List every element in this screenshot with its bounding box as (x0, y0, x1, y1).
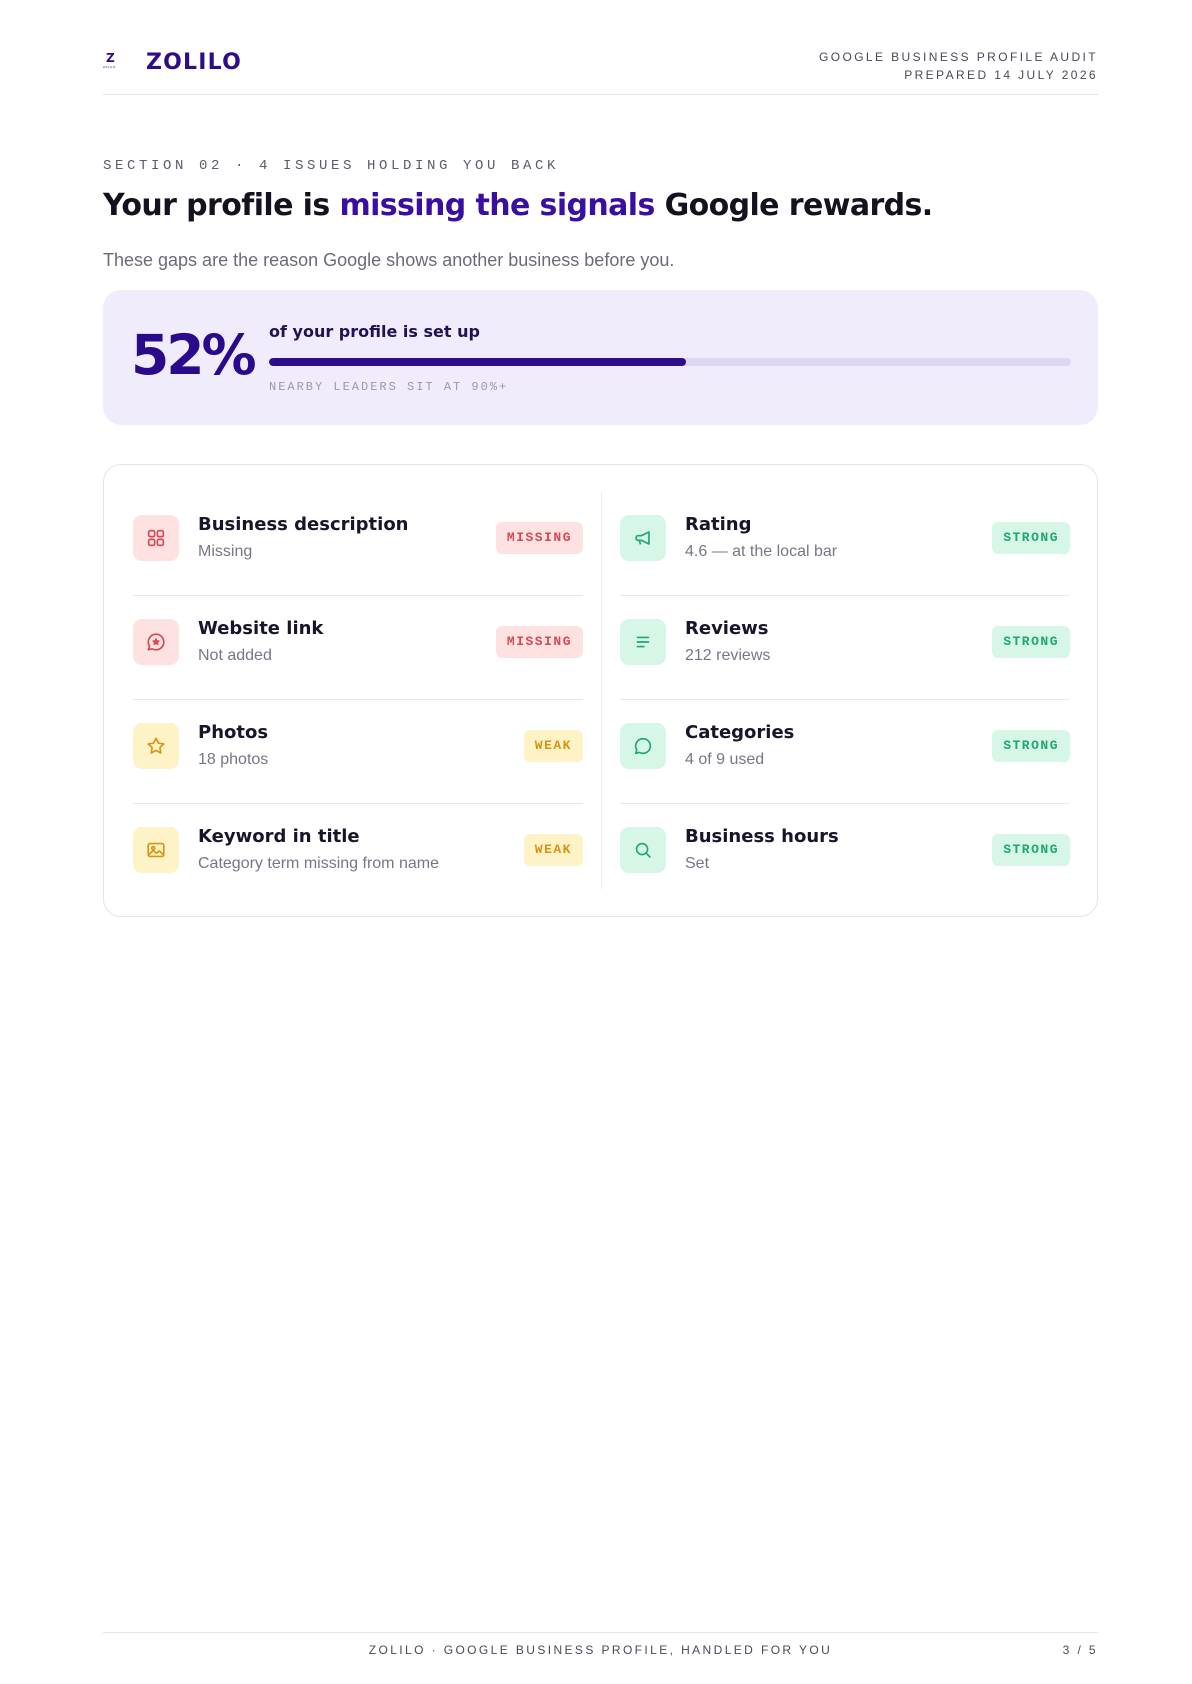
check-title: Website link (198, 618, 324, 639)
check-title: Photos (198, 722, 269, 743)
title-lead: Your profile is (103, 188, 340, 223)
star-icon (133, 723, 179, 769)
title-tail: Google rewards. (654, 188, 934, 223)
brand-logo: Z ZOLILO ZOLILO (103, 48, 242, 78)
page-header: Z ZOLILO ZOLILO GOOGLE BUSINESS PROFILE … (103, 48, 1098, 95)
checks-column-left: Business description Missing MISSING Web… (133, 492, 583, 908)
check-title: Reviews (685, 618, 769, 639)
status-badge: WEAK (523, 834, 583, 866)
megaphone-icon (620, 515, 666, 561)
logo-mark: Z ZOLILO (103, 51, 116, 69)
check-detail: 212 reviews (685, 647, 771, 664)
check-title: Business description (198, 514, 409, 535)
status-badge: STRONG (992, 626, 1070, 658)
checks-column-right: Rating 4.6 — at the local bar STRONG Rev… (620, 492, 1070, 908)
check-detail: Not added (198, 647, 272, 664)
check-title: Keyword in title (198, 826, 360, 847)
status-badge: WEAK (523, 730, 583, 762)
check-title: Categories (685, 722, 795, 743)
check-business-hours: Business hours Set STRONG (620, 804, 1070, 908)
page-title: Your profile is missing the signals Goog… (103, 188, 933, 223)
check-keyword-in-title: Keyword in title Category term missing f… (133, 804, 583, 908)
check-title: Rating (685, 514, 752, 535)
brand-name: ZOLILO (146, 50, 242, 75)
check-categories: Categories 4 of 9 used STRONG (620, 700, 1070, 804)
benchmark-note: NEARBY LEADERS SIT AT 90%+ (269, 380, 509, 394)
setup-progress-fill (269, 358, 687, 366)
footer-tagline: ZOLILO · GOOGLE BUSINESS PROFILE, HANDLE… (368, 1643, 833, 1657)
page-number: 3 / 5 (1062, 1643, 1098, 1657)
check-title: Business hours (685, 826, 839, 847)
check-detail: 18 photos (198, 751, 269, 768)
status-badge: MISSING (495, 626, 583, 658)
check-photos: Photos 18 photos WEAK (133, 700, 583, 804)
status-badge: STRONG (992, 834, 1070, 866)
page-subtitle: These gaps are the reason Google shows a… (103, 250, 675, 270)
setup-score-value: 52% (131, 323, 257, 387)
chat-star-icon (133, 619, 179, 665)
grid-icon (133, 515, 179, 561)
search-icon (620, 827, 666, 873)
check-detail: 4.6 — at the local bar (685, 543, 838, 560)
setup-score-panel: 52% of your profile is set up NEARBY LEA… (103, 290, 1098, 425)
check-rating: Rating 4.6 — at the local bar STRONG (620, 492, 1070, 596)
setup-score-label: of your profile is set up (269, 322, 480, 341)
section-eyebrow: SECTION 02 · 4 ISSUES HOLDING YOU BACK (103, 158, 560, 174)
check-detail: Set (685, 855, 710, 872)
profile-checks-card: Business description Missing MISSING Web… (103, 464, 1098, 917)
status-badge: STRONG (992, 730, 1070, 762)
report-title: GOOGLE BUSINESS PROFILE AUDIT (819, 50, 1098, 64)
check-detail: Missing (198, 543, 253, 560)
image-icon (133, 827, 179, 873)
check-detail: 4 of 9 used (685, 751, 765, 768)
status-badge: MISSING (495, 522, 583, 554)
column-divider (601, 492, 602, 889)
status-badge: STRONG (992, 522, 1070, 554)
check-business-description: Business description Missing MISSING (133, 492, 583, 596)
chat-bubble-icon (620, 723, 666, 769)
check-reviews: Reviews 212 reviews STRONG (620, 596, 1070, 700)
check-detail: Category term missing from name (198, 855, 439, 872)
report-meta: GOOGLE BUSINESS PROFILE AUDIT PREPARED 1… (819, 48, 1098, 84)
lines-icon (620, 619, 666, 665)
setup-progress-bar (269, 358, 1071, 366)
prepared-date: PREPARED 14 JULY 2026 (904, 68, 1098, 82)
page-footer: ZOLILO · GOOGLE BUSINESS PROFILE, HANDLE… (103, 1632, 1098, 1662)
check-website-link: Website link Not added MISSING (133, 596, 583, 700)
title-accent: missing the signals (339, 188, 655, 223)
